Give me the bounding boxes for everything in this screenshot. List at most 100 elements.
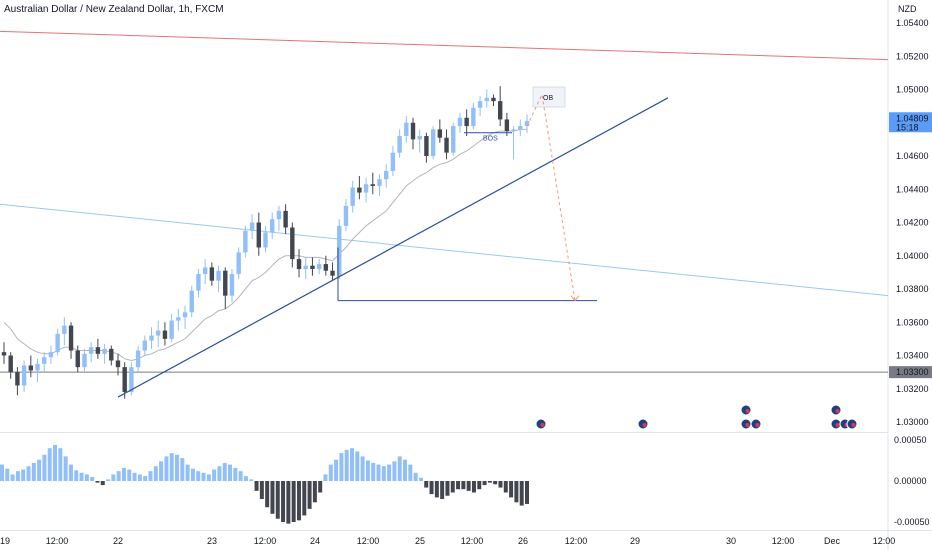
time-tick-label: 12:00 xyxy=(357,536,380,546)
oscillator-bar xyxy=(95,481,100,483)
oscillator-bar xyxy=(0,464,4,481)
candle-body xyxy=(397,136,402,153)
oscillator-bar xyxy=(503,481,508,493)
oscillator-bar xyxy=(376,464,381,481)
currency-label: NZD xyxy=(898,4,917,14)
price-tick-label: 1.03600 xyxy=(896,317,929,327)
oscillator-bar xyxy=(477,481,482,490)
oscillator-bar xyxy=(100,481,105,486)
candle-body xyxy=(249,222,255,231)
time-tick-label: 25 xyxy=(415,536,425,546)
candle-body xyxy=(176,317,181,321)
oscillator-bar xyxy=(137,474,142,481)
candle-body xyxy=(511,129,516,132)
candle-body xyxy=(169,320,174,339)
uptrend-line xyxy=(117,97,669,398)
time-tick-label: 30 xyxy=(726,536,736,546)
oscillator-bar xyxy=(525,481,529,504)
candle-body xyxy=(1,352,7,356)
candle-body xyxy=(270,219,275,233)
oscillator-bar xyxy=(169,453,174,481)
oscillator-bar xyxy=(403,459,408,481)
price-tick-label: 1.03800 xyxy=(896,284,929,294)
oscillator-bar xyxy=(116,471,121,481)
candle-body xyxy=(383,170,389,180)
candle-body xyxy=(330,270,335,276)
candle-body xyxy=(8,355,13,373)
oscillator-bar xyxy=(392,461,397,481)
candle-body xyxy=(424,136,429,156)
oscillator-bar xyxy=(259,481,264,500)
level-price-value: 1.03300 xyxy=(896,367,929,377)
resistance-line xyxy=(0,30,889,61)
time-tick-label: 12:00 xyxy=(873,536,896,546)
candle-body xyxy=(303,265,308,270)
candle-body xyxy=(182,312,188,318)
event-flag-icon xyxy=(835,409,840,413)
time-tick-label: 12:00 xyxy=(254,536,277,546)
time-tick-label: 12:00 xyxy=(46,536,69,546)
oscillator-bar xyxy=(312,481,317,503)
oscillator-bar xyxy=(371,462,376,481)
candle-body xyxy=(290,227,295,260)
oscillator-bar xyxy=(296,481,301,521)
candle-body xyxy=(55,333,60,353)
oscillator-bar xyxy=(291,481,296,522)
candle-body xyxy=(122,367,127,393)
oscillator-bar xyxy=(15,471,20,481)
oscillator-bar xyxy=(233,467,238,481)
oscillator-tick-label: 0.00050 xyxy=(894,435,927,445)
candle-body xyxy=(390,152,396,171)
candle-body xyxy=(48,352,54,358)
candle-body xyxy=(276,210,282,220)
oscillator-bar xyxy=(461,481,466,490)
candle-body xyxy=(491,97,496,102)
candle-body xyxy=(42,357,47,364)
oscillator-bar xyxy=(121,467,126,481)
oscillator-bar xyxy=(270,481,275,514)
oscillator-bar xyxy=(228,464,233,481)
candle-body xyxy=(444,137,449,153)
oscillator-bar xyxy=(360,456,365,481)
candle-body xyxy=(310,265,315,270)
candle-body xyxy=(524,121,530,127)
event-flag-icon xyxy=(755,423,760,427)
candle-body xyxy=(202,267,208,275)
oscillator-bar xyxy=(450,481,455,493)
candle-body xyxy=(189,290,194,313)
oscillator-bar xyxy=(445,481,450,496)
oscillator-bar xyxy=(318,481,323,493)
candle-body xyxy=(350,187,355,206)
oscillator-bar xyxy=(148,471,153,481)
time-tick-label: 12:00 xyxy=(461,536,484,546)
oscillator-bar xyxy=(381,466,386,481)
oscillator-bar xyxy=(132,472,137,481)
candle-body xyxy=(497,101,503,120)
oscillator-bar xyxy=(58,448,63,481)
candle-body xyxy=(156,330,161,336)
candle-body xyxy=(15,372,20,386)
event-flag-icon xyxy=(540,423,545,427)
level-price-tag xyxy=(889,366,932,379)
candle-body xyxy=(484,97,489,102)
candle-body xyxy=(115,360,121,368)
candle-body xyxy=(471,107,476,127)
oscillator-bar xyxy=(498,481,503,488)
time-tick-label: 12:00 xyxy=(772,536,795,546)
oscillator-bar xyxy=(238,471,243,481)
oscillator-bar xyxy=(217,466,222,481)
oscillator-bar xyxy=(143,476,148,481)
oscillator-bar xyxy=(90,476,95,481)
oscillator-bar xyxy=(74,470,79,481)
candle-body xyxy=(477,101,483,108)
oscillator-bar xyxy=(26,466,31,481)
price-tick-label: 1.04600 xyxy=(896,151,929,161)
oscillator-bar xyxy=(206,474,211,481)
oscillator-bar xyxy=(328,464,333,481)
candle-body xyxy=(229,274,235,296)
candle-body xyxy=(216,270,221,281)
oscillator-bar xyxy=(249,479,254,481)
price-tick-label: 1.04000 xyxy=(896,251,929,261)
candle-body xyxy=(35,363,40,371)
